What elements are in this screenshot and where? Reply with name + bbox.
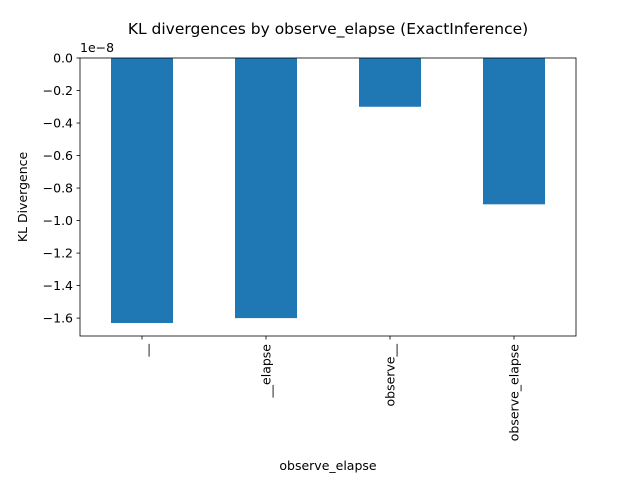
y-axis-ticks: 0.0 −0.2 −0.4 −0.6 −0.8 −1.0 −1.2 −1.4 −1.6 bbox=[43, 51, 80, 326]
y-tick-label: −0.2 bbox=[43, 83, 73, 98]
y-tick-label: −0.6 bbox=[43, 148, 73, 163]
bar-__ bbox=[111, 58, 173, 323]
chart-title: KL divergences by observe_elapse (ExactI… bbox=[128, 20, 528, 39]
y-tick-label: 0.0 bbox=[53, 51, 73, 66]
bar-__elapse bbox=[235, 58, 297, 319]
y-tick-label: −1.6 bbox=[43, 311, 73, 326]
x-tick-label: observe__ bbox=[383, 343, 398, 406]
y-axis-offset-label: 1e−8 bbox=[80, 40, 114, 55]
x-axis-ticks: __ __elapse observe__ observe_elapse bbox=[135, 336, 522, 441]
x-tick-label: observe_elapse bbox=[507, 344, 522, 442]
plot-area-frame bbox=[79, 57, 577, 337]
bar-observe__ bbox=[359, 58, 421, 107]
y-tick-label: −1.2 bbox=[43, 246, 73, 261]
y-tick-label: −0.4 bbox=[43, 116, 73, 131]
x-tick-label: __ bbox=[135, 343, 150, 357]
y-tick-label: −1.4 bbox=[43, 278, 73, 293]
bars-group bbox=[111, 58, 545, 323]
x-tick-label: __elapse bbox=[259, 344, 274, 399]
x-axis-label: observe_elapse bbox=[279, 458, 377, 473]
y-axis-label: KL Divergence bbox=[15, 152, 30, 243]
y-tick-label: −0.8 bbox=[43, 181, 73, 196]
bar-observe_elapse bbox=[483, 58, 545, 205]
y-tick-label: −1.0 bbox=[43, 213, 73, 228]
